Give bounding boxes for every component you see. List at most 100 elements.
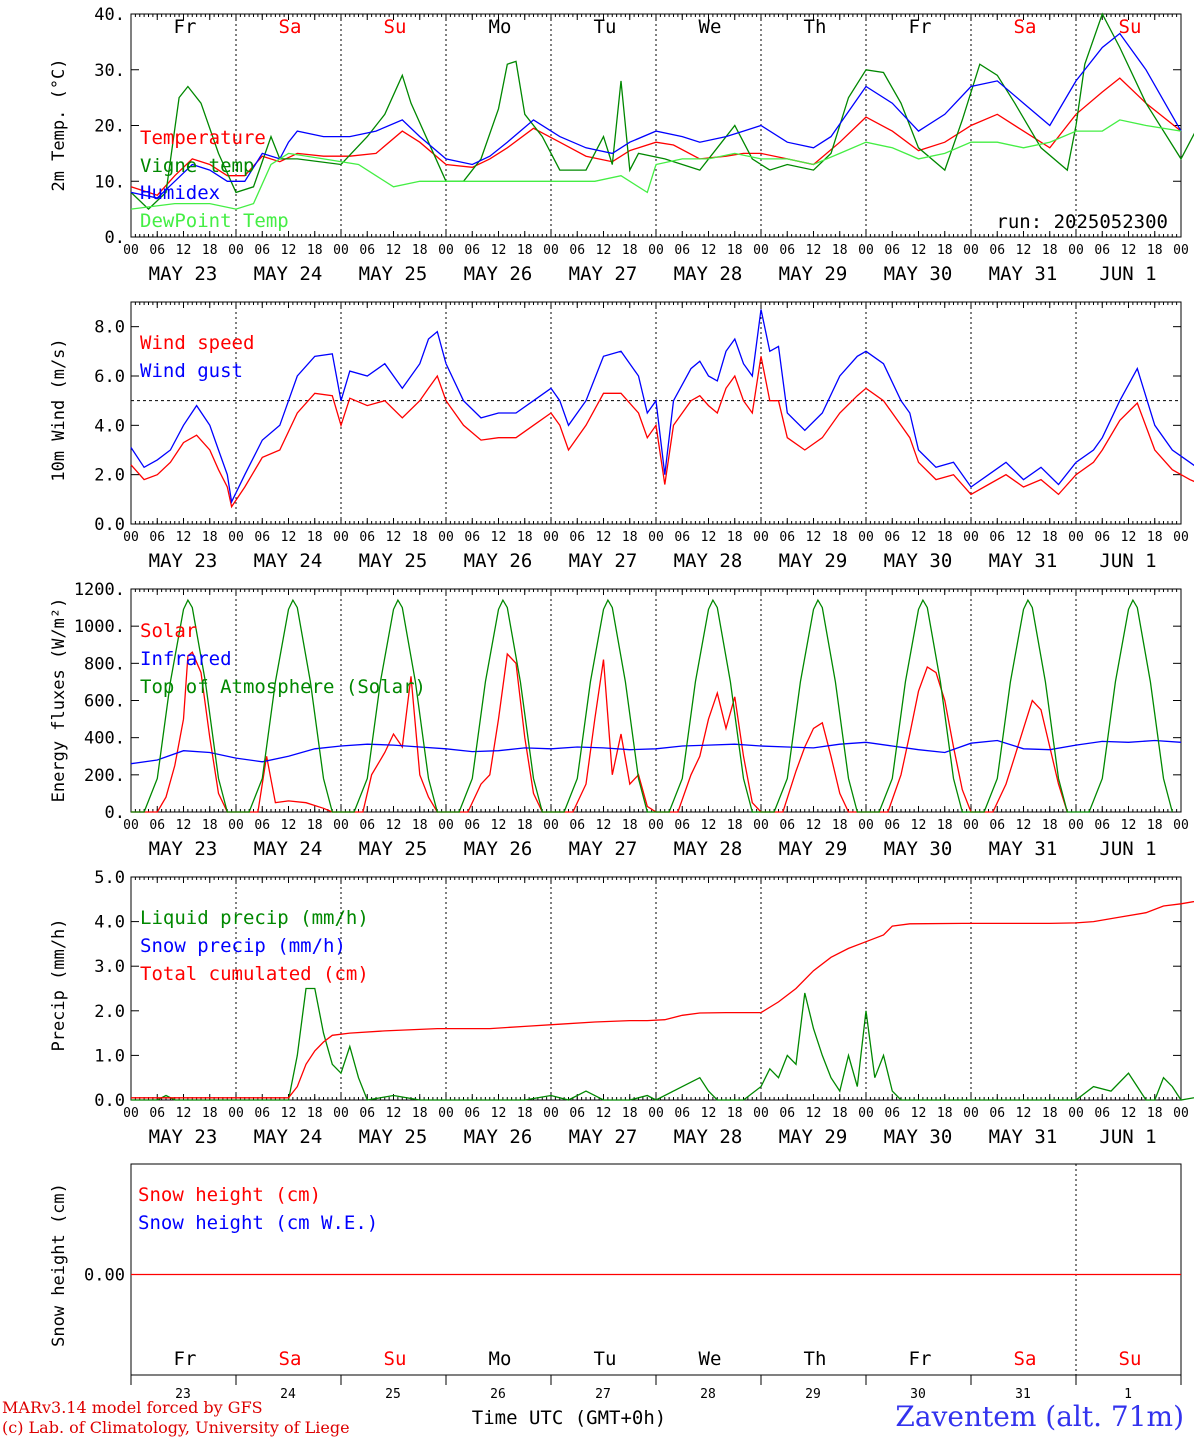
hour-tick-label: 18: [412, 818, 428, 833]
hour-tick-label: 18: [517, 530, 533, 545]
day-number: 28: [700, 1387, 716, 1402]
hour-tick-label: 06: [674, 530, 690, 545]
hour-tick-label: 00: [333, 1106, 349, 1121]
date-label: MAY 23: [149, 263, 218, 285]
legend-entry: Vigne temp: [140, 155, 254, 177]
y-axis-label: 2m Temp. (°C): [49, 58, 69, 191]
weekday-label: Fr: [909, 1348, 932, 1370]
date-label: MAY 24: [254, 838, 323, 860]
hour-tick-label: 18: [622, 818, 638, 833]
y-tick-label: 40.: [94, 5, 125, 25]
hour-tick-label: 18: [1147, 1106, 1163, 1121]
weekday-label: Sa: [1014, 1348, 1037, 1370]
legend-entry: Humidex: [140, 182, 220, 204]
series-line-liquid-precip-mm-h-: [131, 987, 1194, 1101]
y-axis-label: Energy fluxes (W/m²): [49, 598, 69, 803]
hour-tick-label: 18: [832, 1106, 848, 1121]
hour-tick-label: 18: [727, 243, 743, 258]
date-label: MAY 27: [569, 550, 638, 572]
hour-tick-label: 06: [989, 1106, 1005, 1121]
hour-tick-label: 06: [149, 243, 165, 258]
hour-tick-label: 12: [911, 530, 927, 545]
hour-tick-label: 00: [228, 243, 244, 258]
weekday-label: Su: [1119, 1348, 1142, 1370]
legend-entry: Snow height (cm): [138, 1184, 321, 1206]
hour-tick-label: 00: [333, 243, 349, 258]
hour-tick-label: 12: [386, 243, 402, 258]
hour-tick-label: 18: [1042, 243, 1058, 258]
date-label: JUN 1: [1099, 550, 1156, 572]
weekday-label: Tu: [594, 16, 617, 38]
hour-tick-label: 18: [1042, 818, 1058, 833]
hour-tick-label: 18: [622, 530, 638, 545]
panel-0: [130, 12, 1194, 238]
hour-tick-label: 06: [359, 530, 375, 545]
hour-tick-label: 06: [779, 1106, 795, 1121]
hour-tick-label: 18: [412, 1106, 428, 1121]
date-label: MAY 29: [779, 263, 848, 285]
legend-entry: Liquid precip (mm/h): [140, 907, 369, 929]
y-axis-label: Precip (mm/h): [49, 918, 69, 1051]
hour-tick-label: 00: [753, 1106, 769, 1121]
hour-tick-label: 12: [806, 1106, 822, 1121]
hour-tick-label: 06: [989, 530, 1005, 545]
hour-tick-label: 12: [491, 243, 507, 258]
hour-tick-label: 00: [228, 818, 244, 833]
date-label: MAY 27: [569, 838, 638, 860]
hour-tick-label: 12: [1121, 1106, 1137, 1121]
date-label: MAY 24: [254, 1126, 323, 1148]
date-label: MAY 25: [359, 1126, 428, 1148]
date-label: MAY 27: [569, 263, 638, 285]
y-tick-label: 30.: [94, 61, 125, 81]
hour-tick-label: 06: [149, 1106, 165, 1121]
date-label: MAY 26: [464, 263, 533, 285]
date-label: MAY 29: [779, 1126, 848, 1148]
weekday-label: Th: [804, 16, 827, 38]
hour-tick-label: 12: [1121, 243, 1137, 258]
hour-tick-label: 06: [464, 818, 480, 833]
hour-tick-label: 00: [1173, 1106, 1189, 1121]
hour-tick-label: 18: [517, 1106, 533, 1121]
day-number: 29: [805, 1387, 821, 1402]
y-tick-label: 0.0: [94, 1091, 125, 1111]
date-label: MAY 28: [674, 838, 743, 860]
series-line-infrared: [130, 739, 1182, 765]
weekday-label: Sa: [1014, 16, 1037, 38]
date-label: MAY 28: [674, 263, 743, 285]
day-number: 1: [1124, 1387, 1132, 1402]
hour-tick-label: 18: [727, 530, 743, 545]
hour-tick-label: 18: [307, 243, 323, 258]
y-tick-label: 600.: [84, 692, 125, 712]
hour-tick-label: 18: [937, 530, 953, 545]
series-line-vigne-temp: [130, 12, 1194, 210]
y-tick-label: 5.0: [94, 868, 125, 888]
hour-tick-label: 12: [911, 243, 927, 258]
y-tick-label: 2.0: [94, 1002, 125, 1022]
hour-tick-label: 00: [438, 1106, 454, 1121]
hour-tick-label: 12: [701, 243, 717, 258]
date-label: MAY 31: [989, 838, 1058, 860]
hour-tick-label: 12: [1016, 1106, 1032, 1121]
hour-tick-label: 00: [963, 530, 979, 545]
hour-tick-label: 06: [884, 530, 900, 545]
hour-tick-label: 18: [517, 818, 533, 833]
date-label: MAY 23: [149, 550, 218, 572]
date-label: JUN 1: [1099, 838, 1156, 860]
hour-tick-label: 18: [202, 1106, 218, 1121]
station-title: Zaventem (alt. 71m): [895, 1400, 1184, 1433]
panel-3: [130, 876, 1194, 1101]
hour-tick-label: 00: [858, 530, 874, 545]
hour-tick-label: 00: [228, 1106, 244, 1121]
hour-tick-label: 12: [911, 818, 927, 833]
hour-tick-label: 18: [832, 818, 848, 833]
hour-tick-label: 18: [1042, 530, 1058, 545]
hour-tick-label: 00: [543, 530, 559, 545]
y-tick-label: 3.0: [94, 957, 125, 977]
weekday-label: Mo: [489, 16, 512, 38]
hour-tick-label: 18: [412, 243, 428, 258]
hour-tick-label: 18: [412, 530, 428, 545]
hour-tick-label: 18: [937, 818, 953, 833]
hour-tick-label: 12: [596, 243, 612, 258]
date-label: MAY 24: [254, 550, 323, 572]
hour-tick-label: 12: [596, 530, 612, 545]
